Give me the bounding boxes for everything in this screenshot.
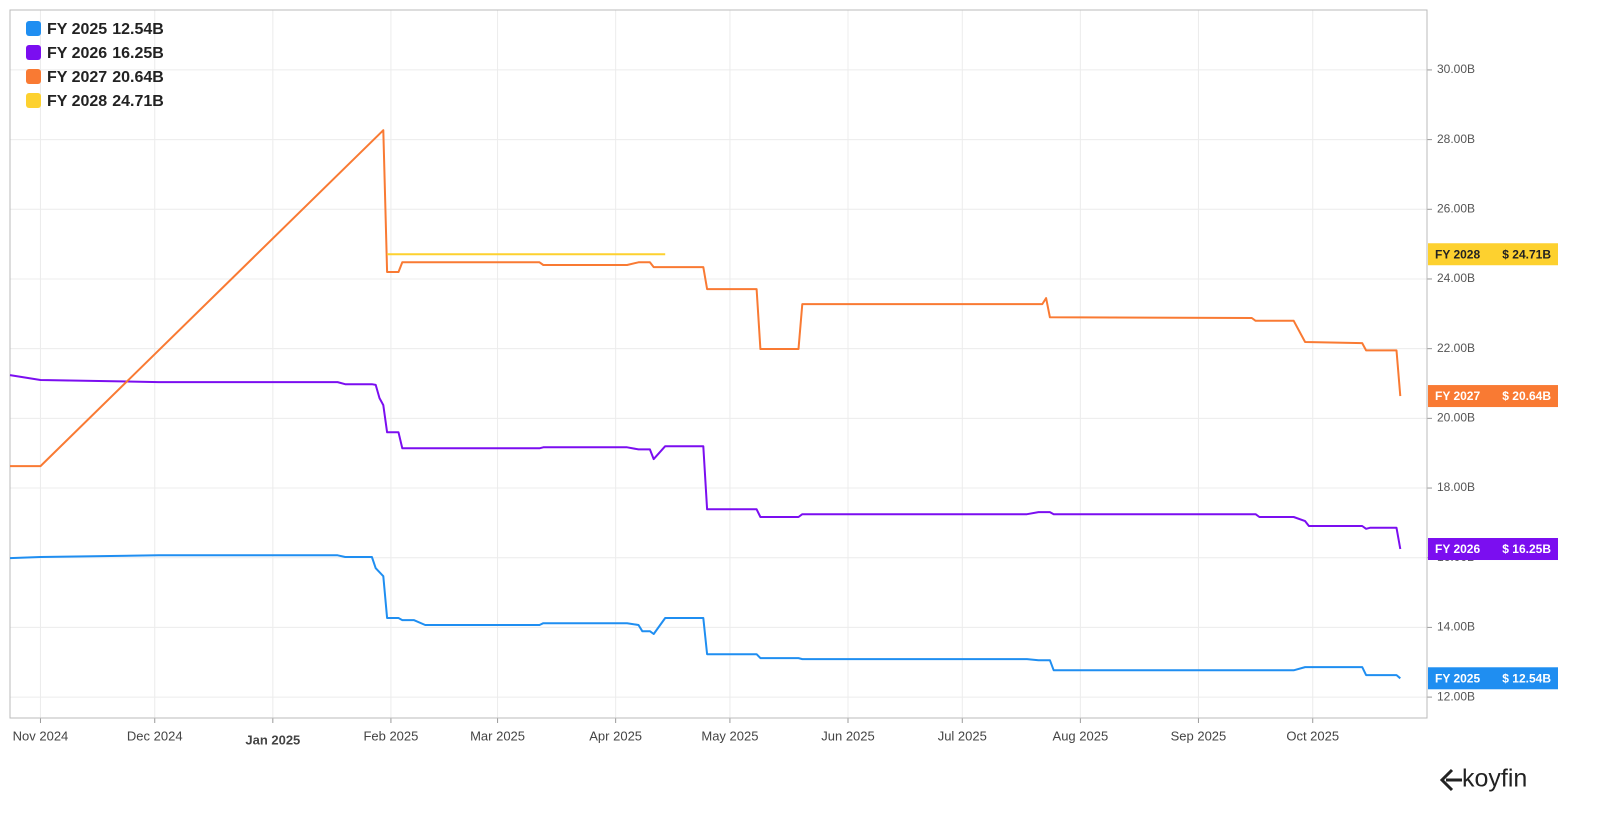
x-tick-label: Nov 2024 bbox=[13, 728, 69, 743]
value-tag-box bbox=[1428, 385, 1558, 408]
legend-value: 20.64B bbox=[112, 69, 164, 86]
value-tag-name: FY 2027 bbox=[1435, 389, 1480, 403]
y-tick-label: 28.00B bbox=[1437, 132, 1475, 146]
x-tick-label: Dec 2024 bbox=[127, 728, 183, 743]
x-tick-label: May 2025 bbox=[701, 728, 758, 743]
y-tick-label: 14.00B bbox=[1437, 620, 1475, 634]
x-tick-label: Aug 2025 bbox=[1053, 728, 1109, 743]
y-tick-label: 26.00B bbox=[1437, 201, 1475, 215]
value-tag: FY 2027 $ 20.64B bbox=[1428, 385, 1558, 408]
value-tag: FY 2026 $ 16.25B bbox=[1428, 538, 1558, 561]
logo-icon bbox=[1439, 768, 1462, 792]
legend-swatch bbox=[26, 21, 41, 36]
value-tag-box bbox=[1428, 243, 1558, 266]
legend-swatch bbox=[26, 93, 41, 108]
x-tick-label: Jan 2025 bbox=[245, 732, 300, 747]
value-tag: FY 2028 $ 24.71B bbox=[1428, 243, 1558, 266]
x-tick-label: Jul 2025 bbox=[938, 728, 987, 743]
logo: koyfin bbox=[1439, 765, 1527, 793]
series-line bbox=[9, 554, 1401, 680]
x-tick-label: Apr 2025 bbox=[589, 728, 642, 743]
x-tick-label: Feb 2025 bbox=[363, 728, 418, 743]
value-tag-name: FY 2025 bbox=[1435, 671, 1480, 685]
plot-border bbox=[9, 9, 1428, 719]
y-tick-label: 24.00B bbox=[1437, 271, 1475, 285]
y-tick-label: 18.00B bbox=[1437, 480, 1475, 494]
legend-label: FY 2028 24.71B bbox=[47, 93, 164, 110]
series-line bbox=[9, 374, 1402, 550]
y-tick-label: 22.00B bbox=[1437, 341, 1475, 355]
legend-value: 16.25B bbox=[112, 45, 164, 62]
legend-label: FY 2027 20.64B bbox=[47, 69, 164, 86]
y-tick-label: 20.00B bbox=[1437, 411, 1475, 425]
series-line bbox=[10, 129, 1402, 468]
value-tag-box bbox=[1428, 538, 1558, 561]
legend-swatch bbox=[26, 69, 41, 84]
x-tick-label: Oct 2025 bbox=[1286, 728, 1339, 743]
value-tag-label: $ 24.71B bbox=[1502, 247, 1551, 261]
legend-value: 12.54B bbox=[112, 21, 164, 38]
value-tag-label: $ 16.25B bbox=[1502, 542, 1551, 556]
legend-swatch bbox=[26, 45, 41, 60]
legend-value: 24.71B bbox=[112, 93, 164, 110]
value-tag: FY 2025 $ 12.54B bbox=[1428, 667, 1558, 690]
value-tag-label: $ 12.54B bbox=[1502, 671, 1551, 685]
value-tag-label: $ 20.64B bbox=[1502, 389, 1551, 403]
watermark: koyfin bbox=[1462, 765, 1527, 793]
legend-label: FY 2025 12.54B bbox=[47, 21, 164, 38]
legend-label: FY 2026 16.25B bbox=[47, 45, 164, 62]
legend-name: FY 2026 bbox=[47, 45, 107, 62]
legend-name: FY 2025 bbox=[47, 21, 107, 38]
y-tick-label: 12.00B bbox=[1437, 689, 1475, 703]
x-tick-label: Jun 2025 bbox=[821, 728, 875, 743]
x-tick-label: Mar 2025 bbox=[470, 728, 525, 743]
y-tick-label: 30.00B bbox=[1437, 62, 1475, 76]
value-tag-name: FY 2028 bbox=[1435, 247, 1480, 261]
x-tick-label: Sep 2025 bbox=[1171, 728, 1227, 743]
legend-name: FY 2028 bbox=[47, 93, 107, 110]
value-tag-name: FY 2026 bbox=[1435, 542, 1480, 556]
legend-name: FY 2027 bbox=[47, 69, 107, 86]
value-tag-box bbox=[1428, 667, 1558, 690]
